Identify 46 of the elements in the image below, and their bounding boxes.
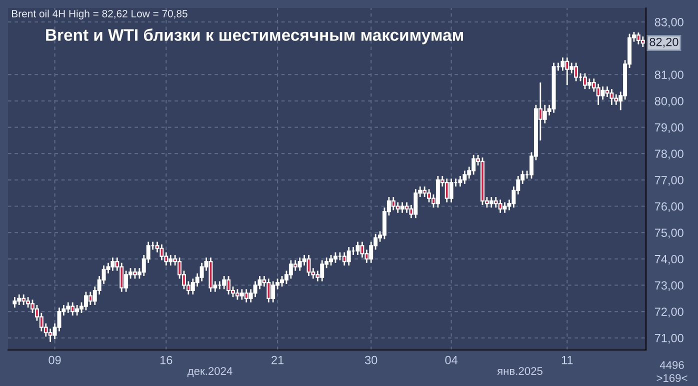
y-tick-label: 76,00 [654, 202, 684, 212]
candlestick [360, 241, 364, 258]
candlestick [356, 241, 360, 256]
candlestick [458, 175, 462, 188]
candlestick [498, 198, 502, 214]
y-tick-label: 80,00 [654, 96, 684, 107]
y-tick-label: 79,00 [654, 123, 684, 134]
candlestick [160, 244, 164, 261]
candlestick [110, 256, 115, 272]
x-tick-label: 11 [562, 356, 573, 364]
annotation: 82,20 [650, 38, 678, 48]
y-tick-label: 78,00 [654, 150, 684, 160]
candlestick [502, 202, 507, 214]
x-tick-label: 04 [445, 356, 458, 364]
candlestick [12, 296, 17, 308]
text: янв.2025 [497, 367, 542, 375]
candlestick [449, 178, 454, 203]
text: 4496 [660, 361, 684, 369]
y-tick-label: 74,00 [654, 254, 684, 265]
y-tick-label: 77,00 [654, 176, 684, 186]
candlestick [605, 86, 610, 98]
x-tick-label: 09 [48, 356, 61, 364]
candlestick [610, 88, 614, 106]
x-tick-label: 16 [160, 356, 172, 364]
candlestick [222, 275, 226, 290]
text: Brent и WTI близки к шестимесячным максимумам [46, 28, 463, 44]
candlestick [400, 202, 404, 214]
candlestick [333, 252, 338, 264]
text: дек.2024 [187, 367, 232, 378]
candlestick [640, 36, 645, 48]
candlestick [560, 56, 565, 72]
chart-subtitle: Brent oil 4H High = 82,62 Low = 70,85 [12, 10, 188, 20]
y-tick-label: 73,00 [654, 281, 684, 292]
text: >169< [656, 374, 688, 382]
candlestick [600, 86, 605, 100]
candlestick [404, 202, 409, 214]
y-tick-label: 75,00 [654, 228, 684, 238]
x-tick-label: 30 [364, 356, 378, 364]
candlestick [57, 306, 62, 332]
candlestick [155, 241, 160, 254]
y-tick-label: 81,00 [654, 70, 684, 80]
y-tick-label: 83,00 [654, 18, 684, 28]
candlestick [346, 246, 351, 266]
x-tick-label: 21 [272, 356, 284, 364]
y-tick-label: 72,00 [654, 308, 684, 318]
y-tick-label: 71,00 [654, 334, 684, 344]
